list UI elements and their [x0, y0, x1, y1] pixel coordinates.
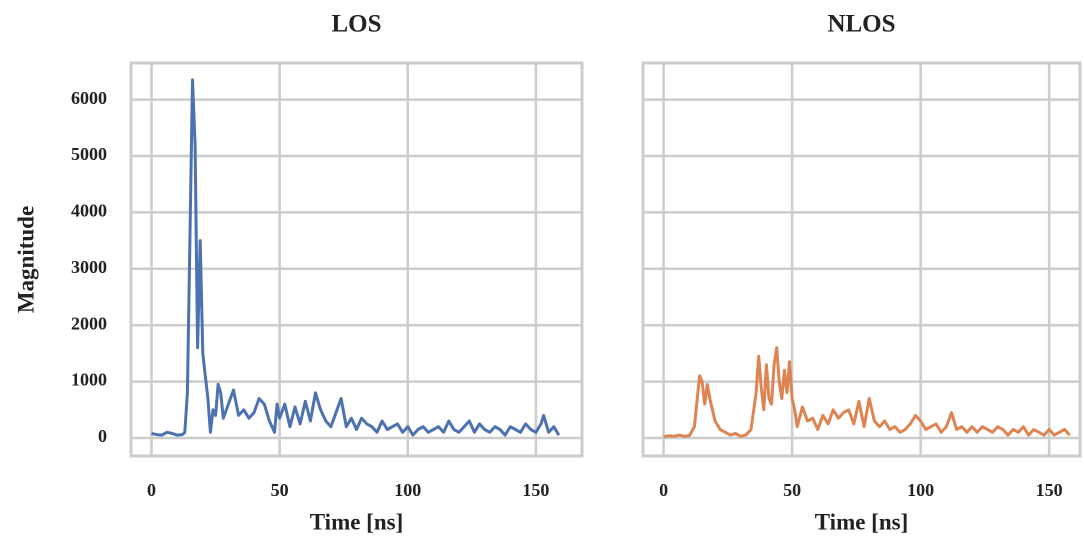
x-tick-label: 50	[271, 480, 289, 500]
x-axis-label: Time [ns]	[815, 509, 909, 534]
x-tick-label: 0	[147, 480, 156, 500]
x-axis-label: Time [ns]	[310, 509, 404, 534]
x-tick-label: 150	[522, 480, 549, 500]
y-tick-label: 1000	[71, 370, 107, 390]
line-series	[151, 78, 561, 437]
axes-frame	[129, 61, 584, 458]
x-tick-label: 0	[659, 480, 668, 500]
y-tick-label: 4000	[71, 201, 107, 221]
x-tick-label: 100	[907, 480, 934, 500]
y-tick-label: 2000	[71, 313, 107, 333]
chart-title: NLOS	[827, 11, 895, 38]
x-tick-label: 150	[1036, 480, 1063, 500]
y-tick-label: 5000	[71, 144, 107, 164]
y-tick-label: 6000	[71, 88, 107, 108]
line-series	[663, 346, 1071, 439]
axes-frame	[641, 61, 1082, 458]
x-tick-label: 50	[783, 480, 801, 500]
y-tick-label: 0	[98, 426, 107, 446]
x-tick-label: 100	[394, 480, 421, 500]
chart-title: LOS	[331, 11, 381, 38]
y-axis-label: Magnitude	[13, 206, 38, 313]
y-tick-label: 3000	[71, 257, 107, 277]
